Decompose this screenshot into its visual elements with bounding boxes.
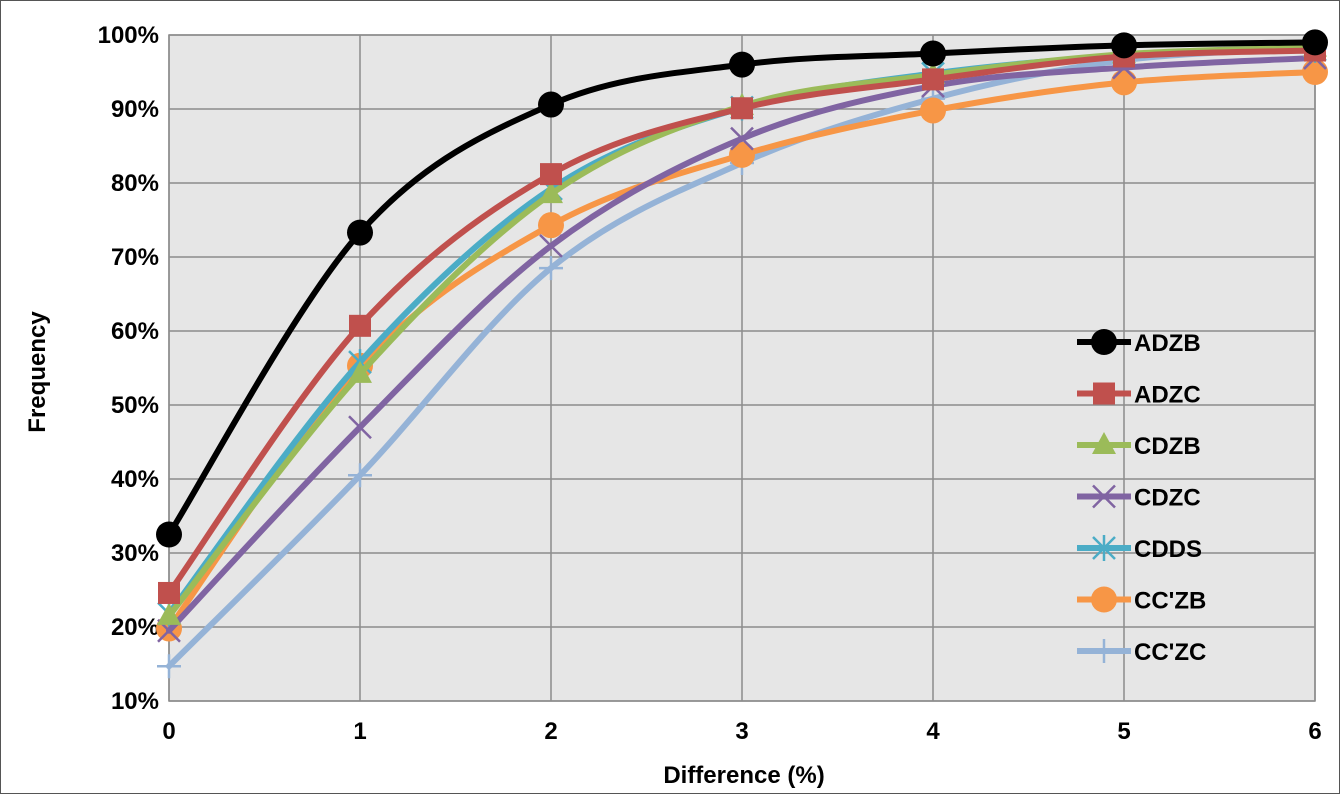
x-axis-title: Difference (%) bbox=[663, 762, 824, 789]
data-point-adzb bbox=[1302, 29, 1328, 56]
y-tick-label: 50% bbox=[111, 392, 159, 419]
y-tick-label: 30% bbox=[111, 540, 159, 567]
legend-item-cczb: CC'ZB bbox=[1077, 586, 1206, 615]
x-tick-label: 4 bbox=[926, 718, 940, 745]
data-point-cdzb bbox=[348, 360, 372, 383]
data-point-cczc bbox=[539, 256, 563, 281]
series-adzb bbox=[156, 29, 1328, 548]
legend-label-cczc: CC'ZC bbox=[1134, 639, 1206, 666]
data-point-adzb bbox=[729, 51, 755, 78]
data-point-adzc bbox=[158, 581, 180, 604]
y-tick-label: 100% bbox=[98, 22, 159, 49]
data-point-adzb bbox=[920, 40, 946, 67]
legend-marker-adzc bbox=[1093, 382, 1115, 405]
data-point-adzb bbox=[156, 521, 182, 548]
x-tick-label: 0 bbox=[162, 718, 175, 745]
data-point-adzb bbox=[347, 219, 373, 246]
data-point-cdzb bbox=[157, 602, 181, 625]
legend-label-cdzb: CDZB bbox=[1134, 433, 1201, 460]
x-tick-label: 1 bbox=[353, 718, 366, 745]
data-point-cczb bbox=[538, 212, 564, 239]
data-point-adzc bbox=[349, 314, 371, 337]
legend-item-cdds: CDDS bbox=[1077, 535, 1202, 563]
data-point-cczc bbox=[157, 654, 181, 679]
data-point-cczb bbox=[1111, 69, 1137, 96]
y-axis-title: Frequency bbox=[24, 311, 51, 433]
legend-label-adzc: ADZC bbox=[1134, 382, 1201, 409]
x-axis-ticks: 0 1 2 3 4 5 6 bbox=[162, 718, 1321, 745]
y-tick-label: 20% bbox=[111, 614, 159, 641]
y-tick-label: 70% bbox=[111, 244, 159, 271]
data-point-cdzc bbox=[348, 415, 372, 440]
legend-item-cdzc: CDZC bbox=[1077, 485, 1201, 512]
x-tick-label: 5 bbox=[1117, 718, 1130, 745]
legend-item-cczc: CC'ZC bbox=[1077, 639, 1206, 666]
legend-marker-cdzc bbox=[1092, 484, 1116, 509]
legend-marker-cdds bbox=[1092, 535, 1116, 561]
series-layer bbox=[156, 29, 1328, 679]
data-point-cdzb bbox=[539, 181, 563, 204]
data-point-adzc bbox=[540, 163, 562, 186]
legend-marker-cdzb bbox=[1092, 432, 1116, 454]
y-axis-ticks: 10% 20% 30% 40% 50% 60% 70% 80% 90% 100% bbox=[98, 22, 159, 715]
data-point-cczb bbox=[1302, 59, 1328, 85]
legend-label-cdds: CDDS bbox=[1134, 536, 1202, 563]
data-point-adzb bbox=[1111, 32, 1137, 59]
y-tick-label: 90% bbox=[111, 96, 159, 123]
y-tick-label: 80% bbox=[111, 170, 159, 197]
y-tick-label: 10% bbox=[111, 688, 159, 715]
data-point-cczc bbox=[348, 463, 372, 488]
legend-item-adzb: ADZB bbox=[1077, 329, 1201, 357]
data-point-adzb bbox=[538, 91, 564, 118]
legend-marker-adzb bbox=[1091, 329, 1117, 355]
x-tick-label: 3 bbox=[735, 718, 748, 745]
data-point-adzc bbox=[922, 68, 944, 91]
legend-label-cczb: CC'ZB bbox=[1134, 588, 1206, 615]
legend-label-adzb: ADZB bbox=[1134, 330, 1201, 357]
legend: ADZB ADZC CDZB CDZC CDDS CC'ZB CC'ZC bbox=[1077, 329, 1206, 666]
legend-item-adzc: ADZC bbox=[1077, 382, 1201, 409]
data-point-cdzc bbox=[730, 126, 754, 151]
legend-label-cdzc: CDZC bbox=[1134, 485, 1201, 512]
y-tick-label: 40% bbox=[111, 466, 159, 493]
x-tick-label: 2 bbox=[544, 718, 557, 745]
data-point-cczb bbox=[729, 141, 755, 168]
data-point-adzc bbox=[731, 97, 753, 120]
x-tick-label: 6 bbox=[1308, 718, 1321, 745]
y-tick-label: 60% bbox=[111, 318, 159, 345]
legend-item-cdzb: CDZB bbox=[1077, 432, 1201, 460]
data-point-cczb bbox=[920, 97, 946, 124]
data-point-cdzc bbox=[539, 234, 563, 258]
legend-marker-cczc bbox=[1092, 639, 1116, 663]
legend-marker-cczb bbox=[1091, 586, 1117, 613]
